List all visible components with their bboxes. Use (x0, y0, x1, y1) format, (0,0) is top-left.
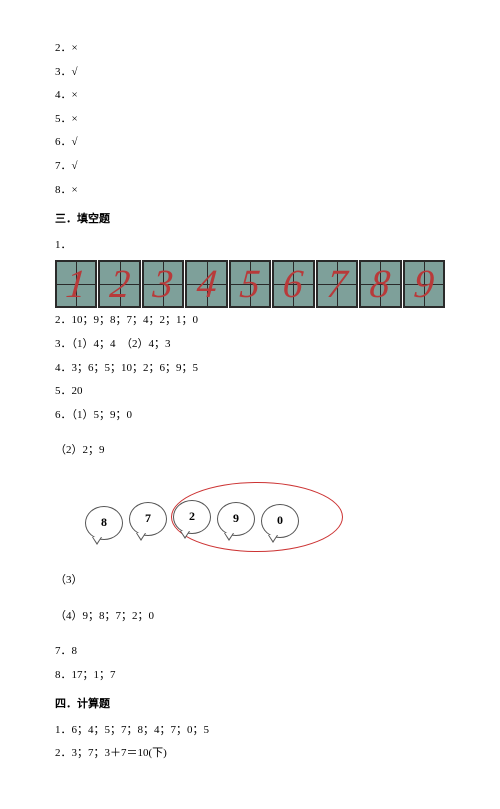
speech-bubble: 0 (261, 504, 299, 538)
bubbles-diagram: 8 7 2 9 0 (75, 478, 355, 568)
tf-item: 2．× (55, 40, 445, 58)
fill-line: 2．10；9；8；7；4；2；1；0 (55, 312, 445, 330)
bubble-num: 0 (277, 511, 283, 530)
bubble-num: 9 (233, 509, 239, 528)
tile: 9 (403, 260, 445, 308)
tf-item: 6．√ (55, 134, 445, 152)
bubble-num: 7 (145, 509, 151, 528)
tf-item: 5．× (55, 111, 445, 129)
tile-num: 3 (151, 264, 174, 304)
tf-item: 3．√ (55, 64, 445, 82)
item-7: 7．8 (55, 643, 445, 661)
tf-item: 4．× (55, 87, 445, 105)
item-8: 8．17；1；7 (55, 667, 445, 685)
tf-item: 8．× (55, 182, 445, 200)
item-6-4: （4）9；8；7；2；0 (55, 608, 445, 626)
tile: 3 (142, 260, 184, 308)
fill-line: 6．（1）5；9；0 (55, 407, 445, 425)
item-6-2: （2）2；9 (55, 442, 445, 460)
speech-bubble: 7 (129, 502, 167, 536)
tile-num: 1 (64, 264, 87, 304)
tile: 8 (359, 260, 401, 308)
tf-answers: 2．× 3．√ 4．× 5．× 6．√ 7．√ 8．× (55, 40, 445, 199)
tile-num: 2 (108, 264, 131, 304)
tile-num: 8 (369, 264, 392, 304)
tile-num: 4 (195, 264, 218, 304)
tile-num: 7 (325, 264, 348, 304)
fill-line: 4．3；6；5；10；2；6；9；5 (55, 360, 445, 378)
item-1-label: 1． (55, 237, 445, 255)
fill-line: 5．20 (55, 383, 445, 401)
tile: 4 (185, 260, 227, 308)
speech-bubble: 9 (217, 502, 255, 536)
calc-lines: 1．6；4；5；7；8；4；7；0；5 2．3；7；3＋7＝10(下) (55, 722, 445, 763)
fill-line: 3．（1）4；4 （2）4；3 (55, 336, 445, 354)
number-tiles: 1 2 3 4 5 6 7 8 9 (55, 260, 445, 308)
bubble-num: 2 (189, 507, 195, 526)
speech-bubble: 2 (173, 500, 211, 534)
tile-num: 9 (412, 264, 435, 304)
tile: 7 (316, 260, 358, 308)
tile: 6 (272, 260, 314, 308)
item-6-3-label: （3） (55, 572, 445, 590)
section-3-title: 三．填空题 (55, 211, 445, 229)
speech-bubble: 8 (85, 506, 123, 540)
tf-item: 7．√ (55, 158, 445, 176)
tile-num: 6 (282, 264, 305, 304)
fill-lines: 2．10；9；8；7；4；2；1；0 3．（1）4；4 （2）4；3 4．3；6… (55, 312, 445, 424)
calc-line: 2．3；7；3＋7＝10(下) (55, 745, 445, 763)
calc-line: 1．6；4；5；7；8；4；7；0；5 (55, 722, 445, 740)
section-4-title: 四．计算题 (55, 696, 445, 714)
tile: 1 (55, 260, 97, 308)
tile: 5 (229, 260, 271, 308)
tile-num: 5 (238, 264, 261, 304)
tile: 2 (98, 260, 140, 308)
bubble-num: 8 (101, 513, 107, 532)
